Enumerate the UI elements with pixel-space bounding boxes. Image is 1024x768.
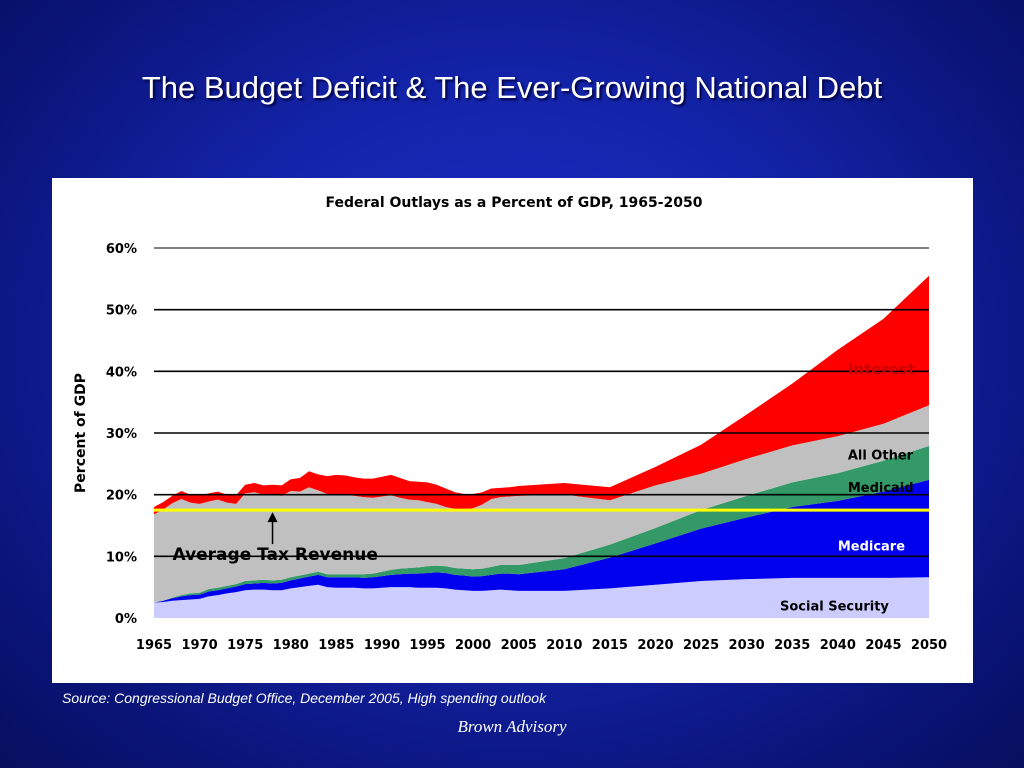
x-tick-label: 2005 (501, 638, 537, 653)
area-medicare (154, 479, 929, 603)
y-axis-label: Percent of GDP (73, 373, 89, 493)
x-tick-label: 1995 (409, 638, 445, 653)
x-tick-label: 1965 (136, 638, 172, 653)
series-label: Interest (848, 360, 915, 378)
y-tick-label: 30% (106, 427, 137, 442)
x-tick-label: 2040 (820, 638, 856, 653)
area-medicaid (154, 445, 929, 603)
y-tick-label: 60% (106, 242, 137, 257)
area-social-security (154, 577, 929, 618)
x-tick-label: 2000 (455, 638, 491, 653)
series-label: All Other (848, 449, 914, 464)
x-tick-label: 1970 (181, 638, 217, 653)
x-tick-label: 2025 (683, 638, 719, 653)
outlays-area-chart: Federal Outlays as a Percent of GDP, 196… (73, 195, 947, 653)
x-tick-label: 1975 (227, 638, 263, 653)
footer-brand: Brown Advisory (457, 717, 567, 736)
annotation-arrow-head (267, 512, 278, 523)
y-tick-label: 0% (115, 612, 137, 627)
area-all-other (154, 405, 929, 603)
chart-title: Federal Outlays as a Percent of GDP, 196… (325, 195, 702, 211)
y-tick-label: 50% (106, 304, 137, 319)
y-tick-label: 10% (106, 550, 137, 565)
x-tick-label: 1980 (273, 638, 309, 653)
x-tick-label: 1990 (364, 638, 400, 653)
slide-title: The Budget Deficit & The Ever-Growing Na… (141, 70, 883, 105)
x-tick-label: 2030 (729, 638, 765, 653)
series-label: Social Security (780, 599, 889, 614)
x-tick-label: 2050 (911, 638, 947, 653)
x-tick-label: 2010 (546, 638, 582, 653)
x-tick-label: 2015 (592, 638, 628, 653)
area-interest (154, 275, 929, 515)
series-label: Medicare (838, 539, 905, 554)
chart-panel: Federal Outlays as a Percent of GDP, 196… (52, 178, 973, 683)
source-note: Source: Congressional Budget Office, Dec… (62, 690, 547, 706)
y-tick-label: 40% (106, 365, 137, 380)
average-tax-revenue-label: Average Tax Revenue (173, 545, 378, 565)
x-tick-label: 1985 (318, 638, 354, 653)
x-tick-label: 2045 (865, 638, 901, 653)
x-tick-label: 2035 (774, 638, 810, 653)
series-label: Medicaid (848, 481, 914, 496)
y-tick-label: 20% (106, 489, 137, 504)
x-tick-label: 2020 (637, 638, 673, 653)
